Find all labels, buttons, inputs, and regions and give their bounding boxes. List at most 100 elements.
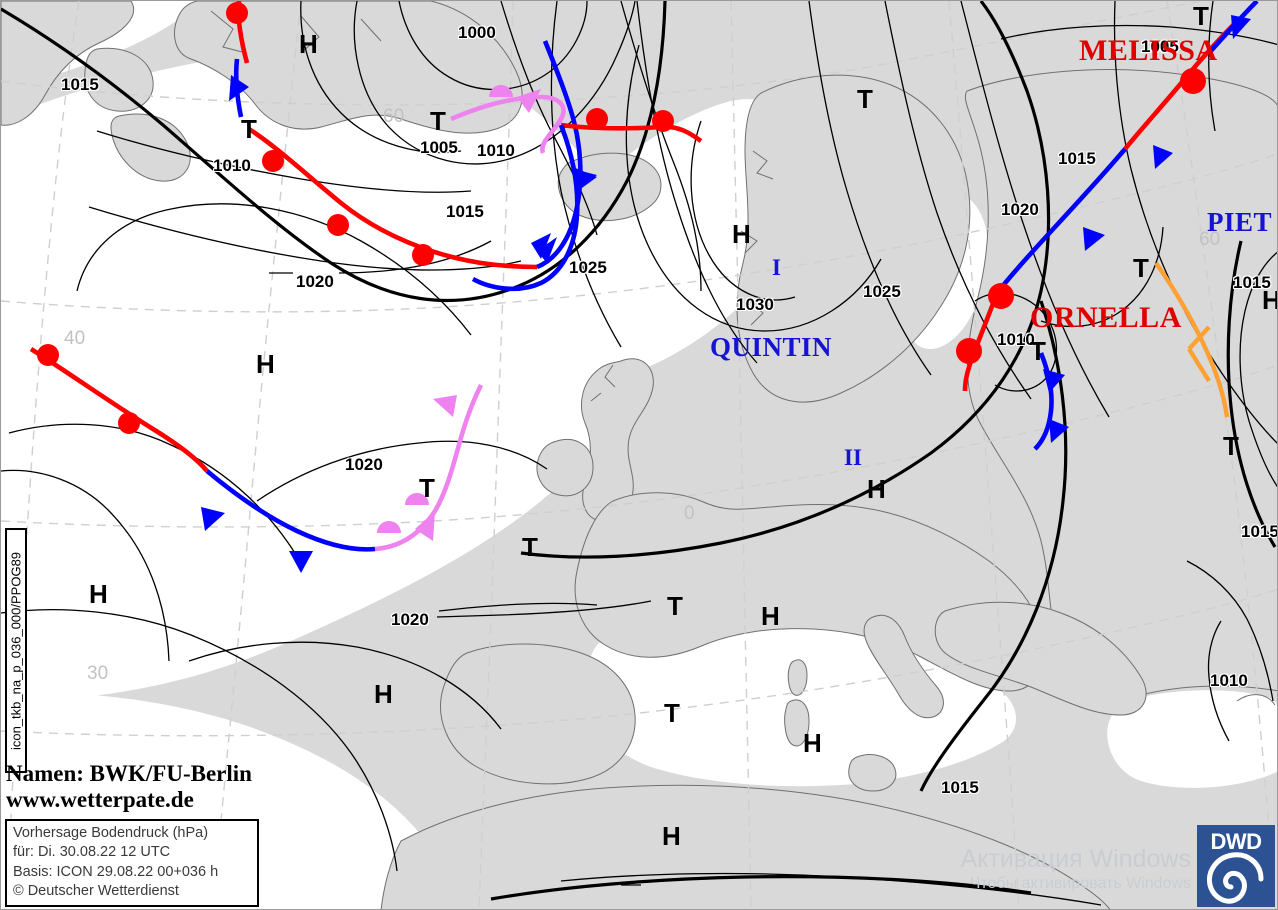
coast-canada [1,1,135,126]
gridline-lon-20 [730,1,752,909]
isobar-1010c [500,1,598,236]
warm-front-bump [327,214,349,236]
gridline-lat-30 [1,588,1277,737]
cold-front-barb [1231,15,1251,39]
warm-front-bump [956,338,982,364]
isobar-1020-right [960,1,1110,418]
website-line: www.wetterpate.de [6,786,194,812]
gridline-lon-60 [1166,1,1276,909]
warm-front-bump [1180,68,1206,94]
isobar-1030 [625,44,882,332]
warm-front-iceland [560,122,703,143]
coast-sardinia [784,699,810,747]
cold-front-barb [289,551,313,573]
sea-north-atlantic [1,45,654,702]
gridline-lon-m20 [212,1,302,909]
isobar-1020-atl-curve [256,440,548,502]
sea-black-sea [1107,690,1277,788]
occluded-barb [433,395,457,417]
legend-product-title: Vorhersage Bodendruck (hPa) [13,825,209,841]
coast-scandinavia [736,74,971,403]
coast-ireland [536,439,594,497]
warm-front-bump [262,150,284,172]
isobar-1015-bold-far [1226,240,1277,548]
trough-barb [1187,325,1211,383]
product-code-text: icon_tkb_na_p_036_000/PPOG89 [8,551,24,750]
isobar-1010-se [1207,620,1230,742]
dwd-logo-text: DWD [1210,829,1262,854]
cold-front-barb [1153,145,1173,169]
cold-front-barb [1083,227,1105,251]
dwd-spiral-icon [1206,852,1264,904]
names-credit-line: Namen: BWK/FU-Berlin [6,761,252,786]
coast-sicily [848,754,897,792]
isobar-1020-atl-s [1,469,170,662]
coast-europe-mainland [574,492,1046,692]
isobar-1030-inner [690,120,796,301]
isobar-1020-label2 [436,600,652,618]
gridline-lon-40 [948,1,1020,909]
cold-front-barb [1043,369,1065,393]
occluded-bump [377,521,401,533]
coast-caspian [1236,694,1276,706]
cold-front-barb [229,75,249,101]
cold-front-atlantic-a [536,40,583,270]
isobar-1020-atl-s3 [188,641,502,730]
coast-corsica [787,659,808,696]
isobar-1005-top-right [1000,24,1277,46]
isobar-1010b [300,1,462,154]
isobar-1015-se [1186,560,1274,702]
warm-front-midatl [29,347,209,473]
warm-front-bump [118,412,140,434]
warm-front-bump [988,283,1014,309]
warm-front-bump [586,108,608,130]
coast-scotland-detail [590,364,616,402]
legend-basis: Basis: ICON 29.08.22 00+036 h [13,863,219,880]
isobar-1020-ext [438,602,598,612]
isobar-1025-scand [808,1,932,376]
coast-greenland-detail [210,10,382,54]
isobar-1010a [96,130,472,193]
isobar-1025b [636,1,758,364]
isobar-1015-farright [1239,251,1277,488]
gridline-lat-60 [1,1,1202,106]
isobar-1015-bold-europe [520,1,1051,559]
names-credit-block: Namen: BWK/FU-Berlin www.wetterpate.de [6,761,252,813]
warm-front-bump [652,110,674,132]
isobar-1015-bold-south [490,875,1032,901]
isobar-1010-right [1208,1,1216,132]
legend-box: Vorhersage Bodendruck (hPa) für: Di. 30.… [5,819,259,908]
legend-valid-time: für: Di. 30.08.22 12 UTC [13,844,171,861]
isobar-1020-atl-n [8,423,302,564]
isobar-1015-bold-nw [1,1,667,303]
cold-front-melissa-lower [995,147,1127,295]
isobar-1020a [76,203,472,336]
occluded-barb [415,511,435,541]
cold-front-midatl [205,469,376,552]
occluded-front-midatl [374,383,484,552]
cold-front-barb [537,237,557,263]
isobar-1015-bold-east [919,300,1068,792]
cold-front-iceland [471,124,580,292]
trough-line-east [1154,261,1230,418]
isobar-1020-atl-s2 [1,609,398,872]
isobar-1010-east-loop [1040,226,1164,328]
occluded-bump [489,85,513,97]
isobar-1020-scand [884,1,1032,400]
occluded-bump [405,493,429,505]
warm-front-atlantic-a [247,127,538,270]
cold-front-ornella-minor [1033,352,1054,451]
warm-front-bump [412,244,434,266]
gridline-lon-0 [478,1,514,909]
coast-africa [380,784,1111,909]
cold-front-barb [531,233,551,259]
coast-balkans-turkey [934,601,1147,716]
cold-front-barb [573,167,597,193]
legend-copyright: © Deutscher Wetterdienst [13,882,179,899]
occluded-front-greenland [450,94,566,154]
coast-greenland [174,1,523,134]
cold-front-barb [1049,419,1069,443]
